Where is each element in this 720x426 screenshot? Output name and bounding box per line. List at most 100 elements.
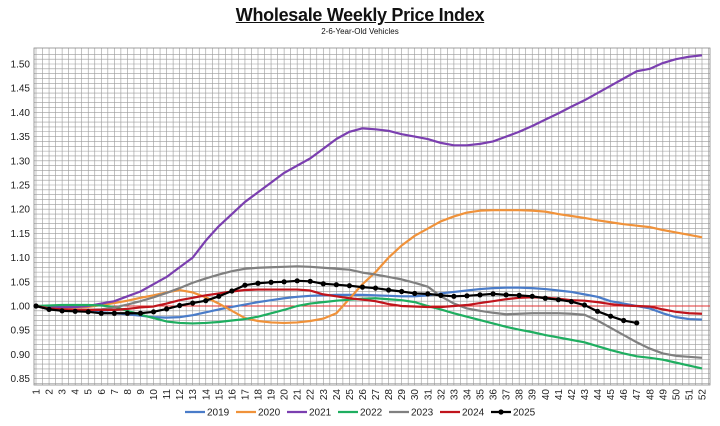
chart-title: Wholesale Weekly Price Index <box>235 5 485 25</box>
x-tick-label: 2 <box>45 389 56 395</box>
data-point-2025 <box>255 280 261 286</box>
y-tick-label: 0.90 <box>11 350 31 361</box>
y-tick-label: 1.25 <box>11 181 31 192</box>
x-tick-label: 28 <box>384 389 395 401</box>
x-tick-label: 47 <box>632 389 643 401</box>
x-tick-label: 40 <box>541 389 552 401</box>
data-point-2025 <box>281 279 287 285</box>
y-tick-label: 1.40 <box>11 108 31 119</box>
x-tick-label: 12 <box>175 389 186 401</box>
data-point-2025 <box>464 293 470 299</box>
data-point-2025 <box>242 282 248 288</box>
data-point-2025 <box>346 283 353 289</box>
x-tick-label: 7 <box>110 389 121 395</box>
data-point-2025 <box>425 291 431 297</box>
data-point-2025 <box>150 309 157 315</box>
x-tick-label: 16 <box>227 389 238 401</box>
x-tick-label: 18 <box>254 389 265 401</box>
x-tick-label: 11 <box>162 389 173 400</box>
data-point-2025 <box>581 302 588 308</box>
data-point-2025 <box>607 313 614 319</box>
data-point-2025 <box>307 278 313 284</box>
x-tick-label: 31 <box>423 389 434 401</box>
y-tick-label: 0.95 <box>11 326 31 337</box>
data-point-2025 <box>33 303 39 309</box>
legend-label-2022: 2022 <box>360 408 383 419</box>
x-tick-label: 6 <box>97 389 108 395</box>
x-tick-label: 19 <box>267 389 278 401</box>
legend-label-2021: 2021 <box>309 408 332 419</box>
data-point-2025 <box>163 306 170 312</box>
plot-border <box>33 47 711 386</box>
x-tick-label: 52 <box>698 389 709 401</box>
data-point-2025 <box>385 287 392 293</box>
data-point-2025 <box>542 295 548 301</box>
x-tick-label: 14 <box>201 389 212 401</box>
x-tick-label: 32 <box>436 389 447 401</box>
x-tick-label: 24 <box>332 389 343 401</box>
data-point-2025 <box>372 285 379 291</box>
data-point-2025 <box>85 309 91 315</box>
x-tick-label: 21 <box>293 389 304 401</box>
series-line-2022 <box>35 297 703 370</box>
data-point-2025 <box>451 293 457 299</box>
x-tick-label: 35 <box>476 389 487 401</box>
x-tick-label: 25 <box>345 389 356 401</box>
x-tick-label: 33 <box>449 389 460 401</box>
data-point-2025 <box>320 281 326 287</box>
data-point-2025 <box>529 293 535 299</box>
series-line-2023 <box>35 265 703 359</box>
x-tick-label: 45 <box>606 389 617 401</box>
x-tick-label: 9 <box>136 389 147 395</box>
x-tick-label: 50 <box>671 389 682 401</box>
data-point-2025 <box>137 310 144 316</box>
legend-label-2020: 2020 <box>258 408 281 419</box>
legend-label-2024: 2024 <box>462 408 485 419</box>
series-line-2024 <box>35 288 703 315</box>
x-tick-label: 8 <box>123 389 134 395</box>
x-tick-label: 39 <box>528 389 539 401</box>
x-tick-label: 10 <box>149 389 160 401</box>
x-tick-label: 43 <box>580 389 591 401</box>
data-point-2025 <box>333 282 339 288</box>
x-tick-label: 26 <box>358 389 369 401</box>
x-tick-label: 4 <box>71 389 82 395</box>
y-tick-label: 1.50 <box>11 60 31 71</box>
series-line-2020 <box>35 209 703 325</box>
data-point-2025 <box>359 284 366 290</box>
x-tick-label: 37 <box>502 389 513 401</box>
data-point-2025 <box>621 317 627 324</box>
x-tick-label: 29 <box>397 389 408 401</box>
data-point-2025 <box>268 279 274 285</box>
data-point-2025 <box>229 288 235 294</box>
data-point-2025 <box>412 290 418 297</box>
x-tick-label: 17 <box>240 389 251 401</box>
x-tick-label: 1 <box>32 389 43 395</box>
x-tick-label: 34 <box>462 389 473 401</box>
legend-label-2025: 2025 <box>513 408 536 419</box>
data-point-2025 <box>190 300 196 306</box>
x-tick-label: 49 <box>658 389 669 401</box>
data-point-2025 <box>438 292 444 298</box>
y-tick-label: 0.85 <box>11 374 31 385</box>
x-tick-label: 23 <box>319 389 330 401</box>
y-tick-label: 1.45 <box>11 84 31 95</box>
x-tick-label: 46 <box>619 389 630 401</box>
x-tick-label: 51 <box>684 389 695 401</box>
legend-marker-2025 <box>498 409 504 415</box>
y-tick-label: 1.05 <box>11 277 31 288</box>
y-tick-label: 1.10 <box>11 253 31 264</box>
data-point-2025 <box>203 298 209 304</box>
x-tick-label: 20 <box>280 389 291 401</box>
data-point-2025 <box>399 288 405 295</box>
data-point-2025 <box>216 293 222 299</box>
data-point-2025 <box>46 306 52 312</box>
data-point-2025 <box>555 297 561 303</box>
legend-label-2023: 2023 <box>411 408 434 419</box>
legend-label-2019: 2019 <box>207 408 230 419</box>
data-point-2025 <box>490 291 496 297</box>
y-tick-label: 1.15 <box>11 229 31 240</box>
y-tick-label: 1.00 <box>11 302 31 313</box>
x-tick-label: 27 <box>371 389 382 401</box>
